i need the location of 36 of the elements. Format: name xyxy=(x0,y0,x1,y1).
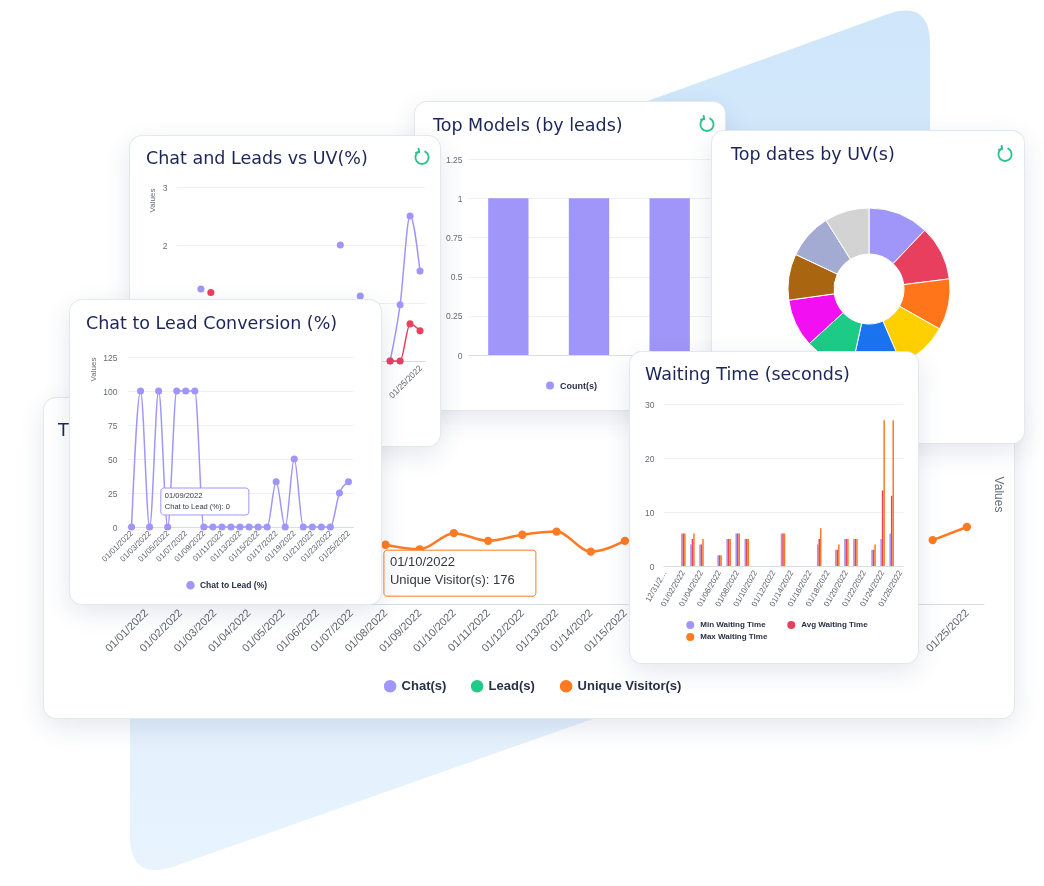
y-tick-label: 3 xyxy=(162,182,168,193)
y-tick-label: 1 xyxy=(457,193,463,204)
chart-title: Chat and Leads vs UV(%) xyxy=(146,147,368,169)
y-tick-label: 75 xyxy=(108,420,118,431)
chart-title: Chat to Lead Conversion (%) xyxy=(86,312,338,334)
y-tick-label: 0 xyxy=(649,561,655,572)
y-tick-label: 25 xyxy=(108,488,118,499)
y-tick-label: 0 xyxy=(112,522,118,533)
y-tick-label: 10 xyxy=(645,507,655,518)
y-tick-label: 0 xyxy=(457,350,463,361)
chart-title: Top dates by UV(s) xyxy=(731,143,895,165)
legend-label: Min Waiting Time xyxy=(700,620,767,629)
y-axis-title: Values xyxy=(147,188,157,213)
annotation: 01/10/2022 Unique Visitor(s): 176 xyxy=(389,554,515,588)
chart-title: T xyxy=(58,419,69,441)
chart-title: Top Models (by leads) xyxy=(433,114,623,136)
y-tick-label: 0.25 xyxy=(445,311,463,322)
legend-label: Max Waiting Time xyxy=(700,632,768,641)
y-tick-label: 1.25 xyxy=(445,154,463,165)
y-tick-label: 30 xyxy=(645,399,655,410)
y-tick-label: 20 xyxy=(645,453,655,464)
legend-label: Avg Waiting Time xyxy=(801,620,869,629)
legend-label: Unique Visitor(s) xyxy=(577,678,682,694)
legend-label: Lead(s) xyxy=(488,678,535,694)
y-tick-label: 2 xyxy=(162,240,168,251)
y-tick-label: 100 xyxy=(103,386,118,397)
y-tick-label: 50 xyxy=(108,454,118,465)
y-axis-title: Values xyxy=(88,357,98,382)
legend-label: Chat(s) xyxy=(401,678,447,694)
legend-label: Chat to Lead (%) xyxy=(199,580,268,591)
legend-label: Count(s) xyxy=(560,380,598,391)
y-tick-label: 0.5 xyxy=(450,272,463,283)
y-tick-label: 125 xyxy=(103,352,118,363)
chart-title: Waiting Time (seconds) xyxy=(645,363,850,385)
y-tick-label: 0.75 xyxy=(445,232,463,243)
y-axis-title: Values xyxy=(991,476,1006,513)
